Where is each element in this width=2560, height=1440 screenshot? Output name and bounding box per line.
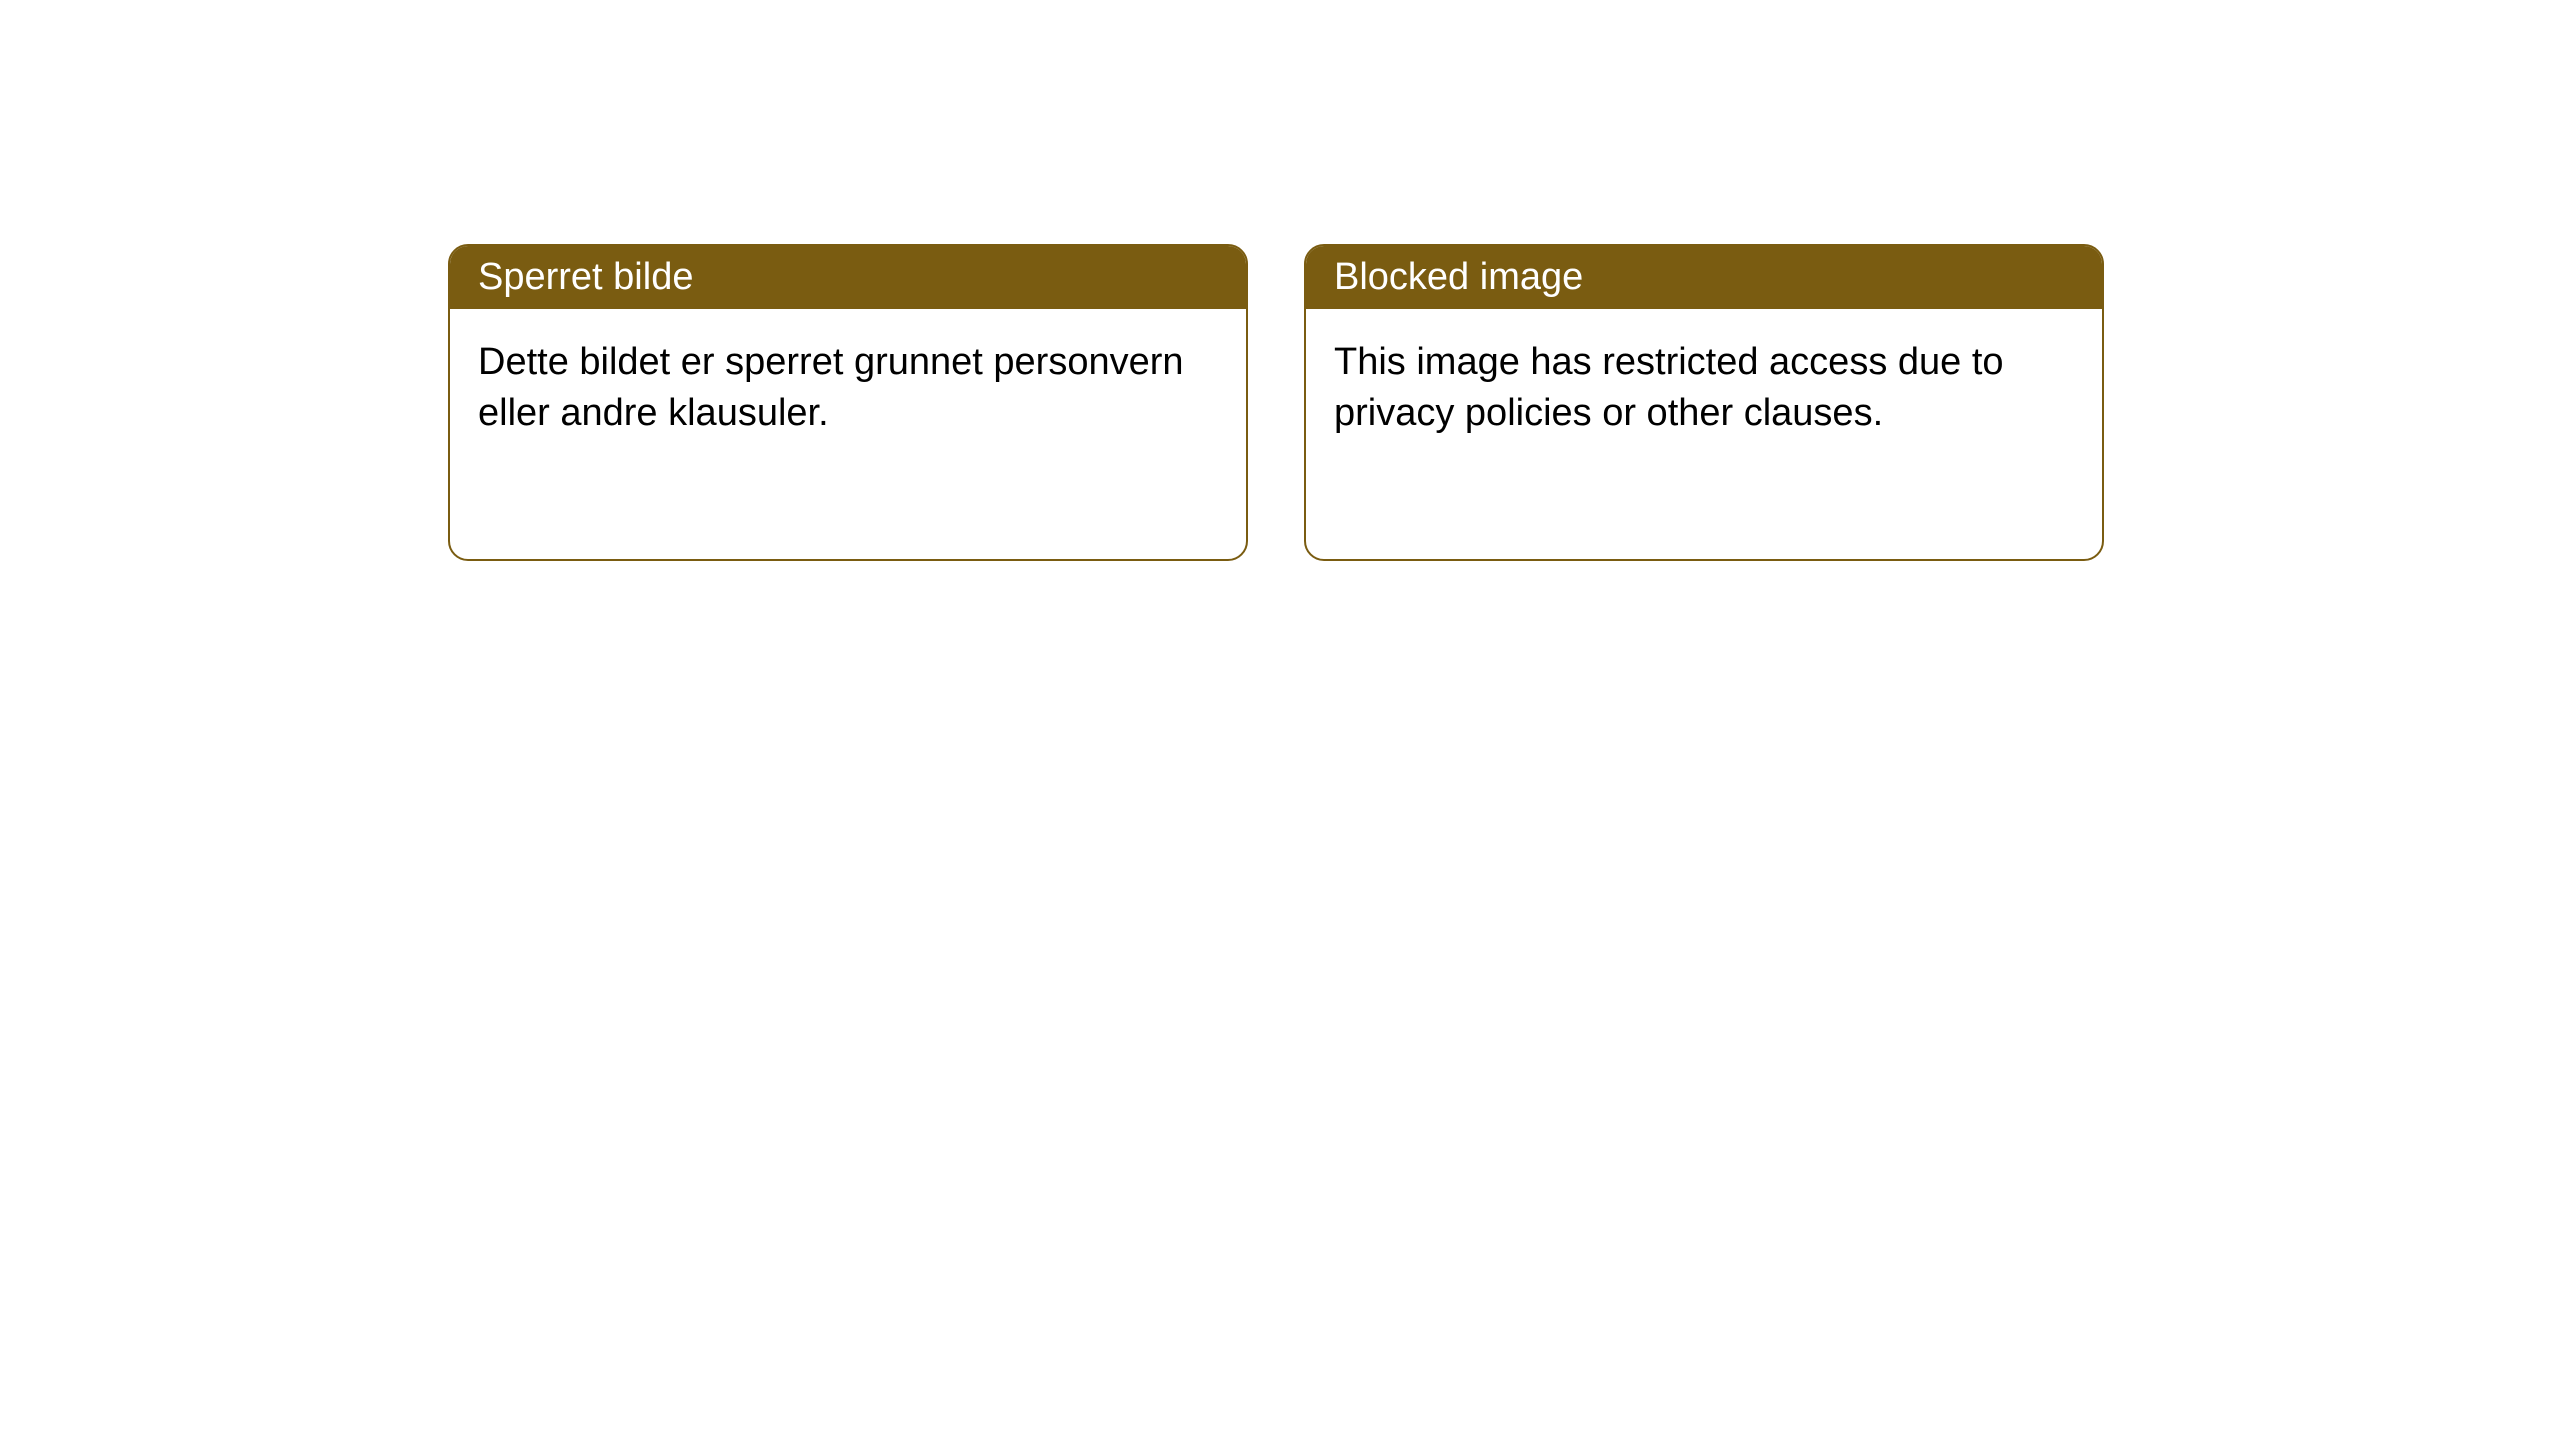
notice-card-header-en: Blocked image xyxy=(1306,246,2102,309)
notice-card-no: Sperret bilde Dette bildet er sperret gr… xyxy=(448,244,1248,561)
notice-card-header-no: Sperret bilde xyxy=(450,246,1246,309)
notice-cards-container: Sperret bilde Dette bildet er sperret gr… xyxy=(448,244,2104,561)
notice-card-body-en: This image has restricted access due to … xyxy=(1306,309,2102,559)
notice-card-en: Blocked image This image has restricted … xyxy=(1304,244,2104,561)
notice-card-body-no: Dette bildet er sperret grunnet personve… xyxy=(450,309,1246,559)
